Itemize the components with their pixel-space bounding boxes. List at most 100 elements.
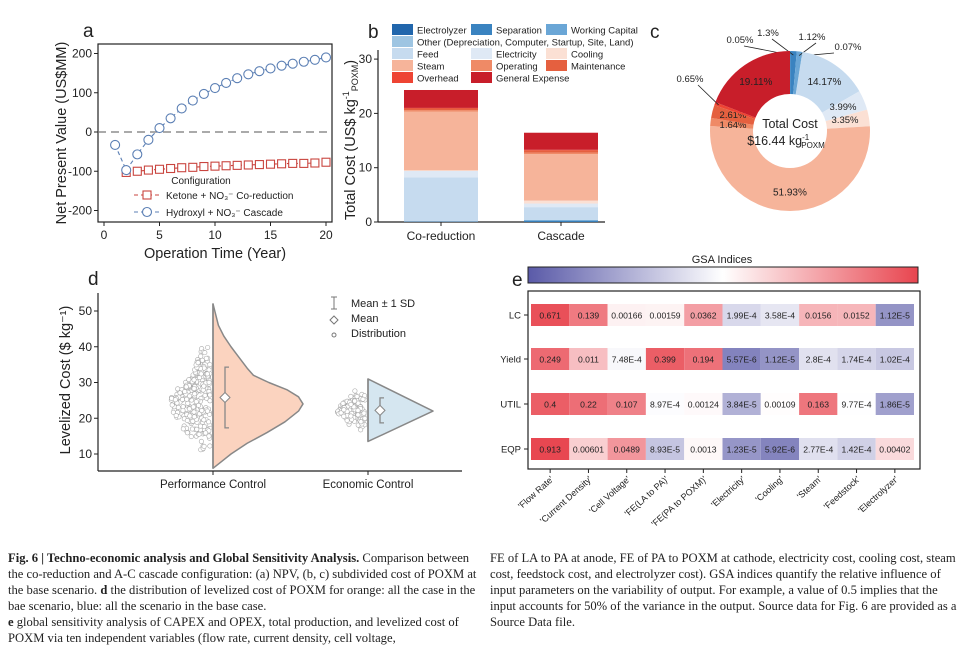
distribution-dot (199, 408, 205, 414)
legend-label: Other (Depreciation, Computer, Startup, … (417, 38, 634, 49)
slice-label: 14.17% (807, 77, 841, 88)
heatmap-cell (837, 348, 876, 370)
distribution-dot (191, 409, 197, 415)
heatmap-cell (837, 438, 876, 460)
data-point (310, 158, 320, 168)
cell-value: 1.74E-4 (841, 355, 871, 365)
data-point (288, 158, 298, 168)
distribution-dot (172, 397, 178, 403)
bar-segment-steam (524, 154, 598, 201)
legend-swatch (392, 48, 413, 59)
distribution-dot (358, 427, 364, 433)
heatmap-cell (607, 393, 646, 415)
data-point (209, 82, 221, 94)
data-point (298, 56, 309, 67)
distribution-dot (175, 386, 181, 392)
violin-half (212, 303, 304, 470)
heatmap-cell (722, 304, 761, 326)
y-tick-label: 10 (359, 161, 373, 175)
distribution-dot (362, 415, 368, 421)
y-tick-label: 40 (79, 340, 93, 354)
legend-label: Hydroxyl + NO₃⁻ Cascade (166, 208, 283, 219)
heatmap-cell (684, 393, 723, 415)
slice-label: 0.07% (835, 42, 862, 53)
distribution-dot (341, 413, 347, 419)
donut-slice-other (795, 51, 803, 95)
figure-caption-left: Fig. 6 | Techno-economic analysis and Gl… (8, 550, 480, 646)
mean-diamond (219, 391, 231, 404)
legend-swatch (546, 60, 567, 71)
bar-segment-overhead (404, 107, 478, 109)
cell-value: 0.0156 (805, 311, 832, 321)
heatmap-cell (569, 304, 608, 326)
x-tick-label: Economic Control (323, 479, 414, 491)
distribution-dot (201, 383, 207, 389)
distribution-dot (206, 433, 212, 439)
data-point (243, 69, 254, 80)
y-label-end: ) (343, 60, 359, 65)
distribution-dot (352, 388, 358, 394)
slice-label: 3.35% (832, 115, 859, 126)
slice-label: 1.3% (757, 28, 779, 39)
distribution-dot (207, 392, 213, 398)
data-point (254, 160, 264, 170)
distribution-dot (194, 426, 200, 432)
caption-text: global sensitivity analysis of CAPEX and… (8, 615, 459, 645)
cell-value: 0.00402 (879, 445, 910, 455)
distribution-dot (201, 443, 207, 449)
column-label: 'Feedstock' (822, 474, 862, 512)
legend-swatch (392, 72, 413, 83)
distribution-dot (205, 344, 211, 350)
distribution-dot (340, 400, 346, 406)
y-tick-label: 50 (79, 304, 93, 318)
legend-swatch (471, 24, 492, 35)
distribution-dot (361, 410, 367, 416)
cell-value: 9.77E-4 (841, 400, 871, 410)
heatmap-frame (527, 290, 921, 470)
heatmap-cell (645, 393, 685, 415)
x-tick-label: 0 (101, 228, 108, 242)
distribution-dot (204, 408, 210, 414)
data-point (287, 58, 298, 69)
cell-value: 0.4 (544, 400, 556, 410)
data-point (221, 77, 232, 88)
legend-marker (142, 190, 152, 200)
y-tick-label: 0 (85, 125, 92, 139)
cell-value: 8.93E-5 (650, 445, 680, 455)
cell-value: 0.671 (539, 311, 561, 321)
slice-label: 0.05% (727, 35, 754, 46)
heatmap-cell (569, 438, 608, 460)
data-point (254, 66, 265, 77)
data-point (276, 60, 287, 71)
cell-value: 0.139 (578, 311, 600, 321)
heatmap-cell (569, 393, 608, 415)
cell-value: 0.913 (539, 445, 561, 455)
cell-value: 0.00166 (611, 311, 642, 321)
heatmap-cell (760, 438, 800, 460)
heatmap-cell (645, 348, 685, 370)
cell-value: 0.22 (580, 400, 597, 410)
heatmap-cell (722, 393, 761, 415)
y-tick-label: 0 (365, 215, 372, 229)
cell-value: 1.86E-5 (880, 400, 910, 410)
cell-value: 0.011 (578, 355, 599, 365)
distribution-dot (180, 426, 186, 432)
slice-label: 51.93% (773, 187, 807, 198)
y-label-sub: POXM (350, 65, 360, 92)
distribution-dot (196, 402, 202, 408)
heatmap-cell (875, 393, 914, 415)
panel-d-violin-chart: 10 20 30 40 50 Levelized Cost ($ kg⁻¹) Perform… (58, 293, 462, 491)
bar-segment-feed (404, 177, 478, 222)
distribution-dot (197, 423, 203, 429)
legend-swatch (471, 72, 492, 83)
heatmap-cell (607, 438, 646, 460)
legend-label: Mean (351, 313, 379, 325)
legend-label: Overhead (417, 74, 459, 85)
y-axis-label: Levelized Cost ($ kg⁻¹) (58, 306, 74, 455)
heatmap-cell (684, 438, 723, 460)
bar-segment-overhead (524, 149, 598, 151)
legend-label: Cooling (571, 50, 603, 61)
data-point (309, 54, 320, 65)
heatmap-cell (760, 393, 800, 415)
